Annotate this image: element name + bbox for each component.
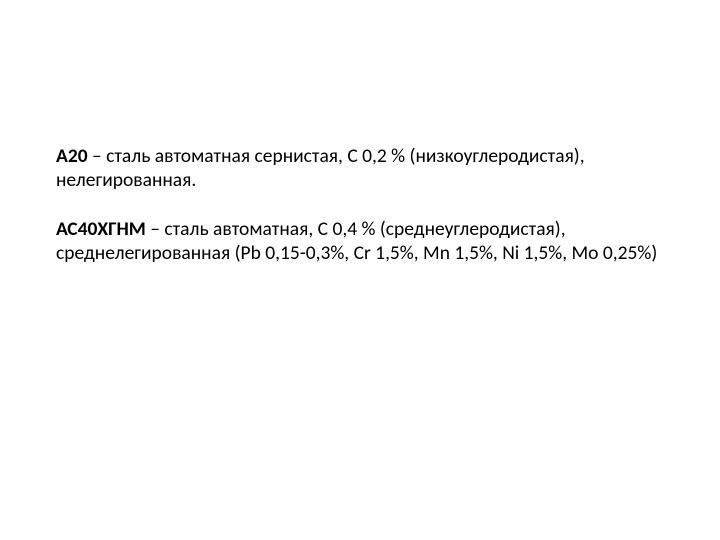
steel-designation-a20: А20 xyxy=(56,144,88,168)
steel-designation-as40: АС40ХГНМ xyxy=(56,217,146,241)
paragraph-a20: А20 – сталь автоматная сернистая, С 0,2 … xyxy=(56,144,664,193)
steel-description-a20: – сталь автоматная сернистая, С 0,2 % (н… xyxy=(56,144,585,192)
document-content: А20 – сталь автоматная сернистая, С 0,2 … xyxy=(56,144,664,290)
paragraph-as40: АС40ХГНМ – сталь автоматная, С 0,4 % (ср… xyxy=(56,217,664,266)
steel-description-as40: – сталь автоматная, С 0,4 % (среднеуглер… xyxy=(56,217,657,265)
